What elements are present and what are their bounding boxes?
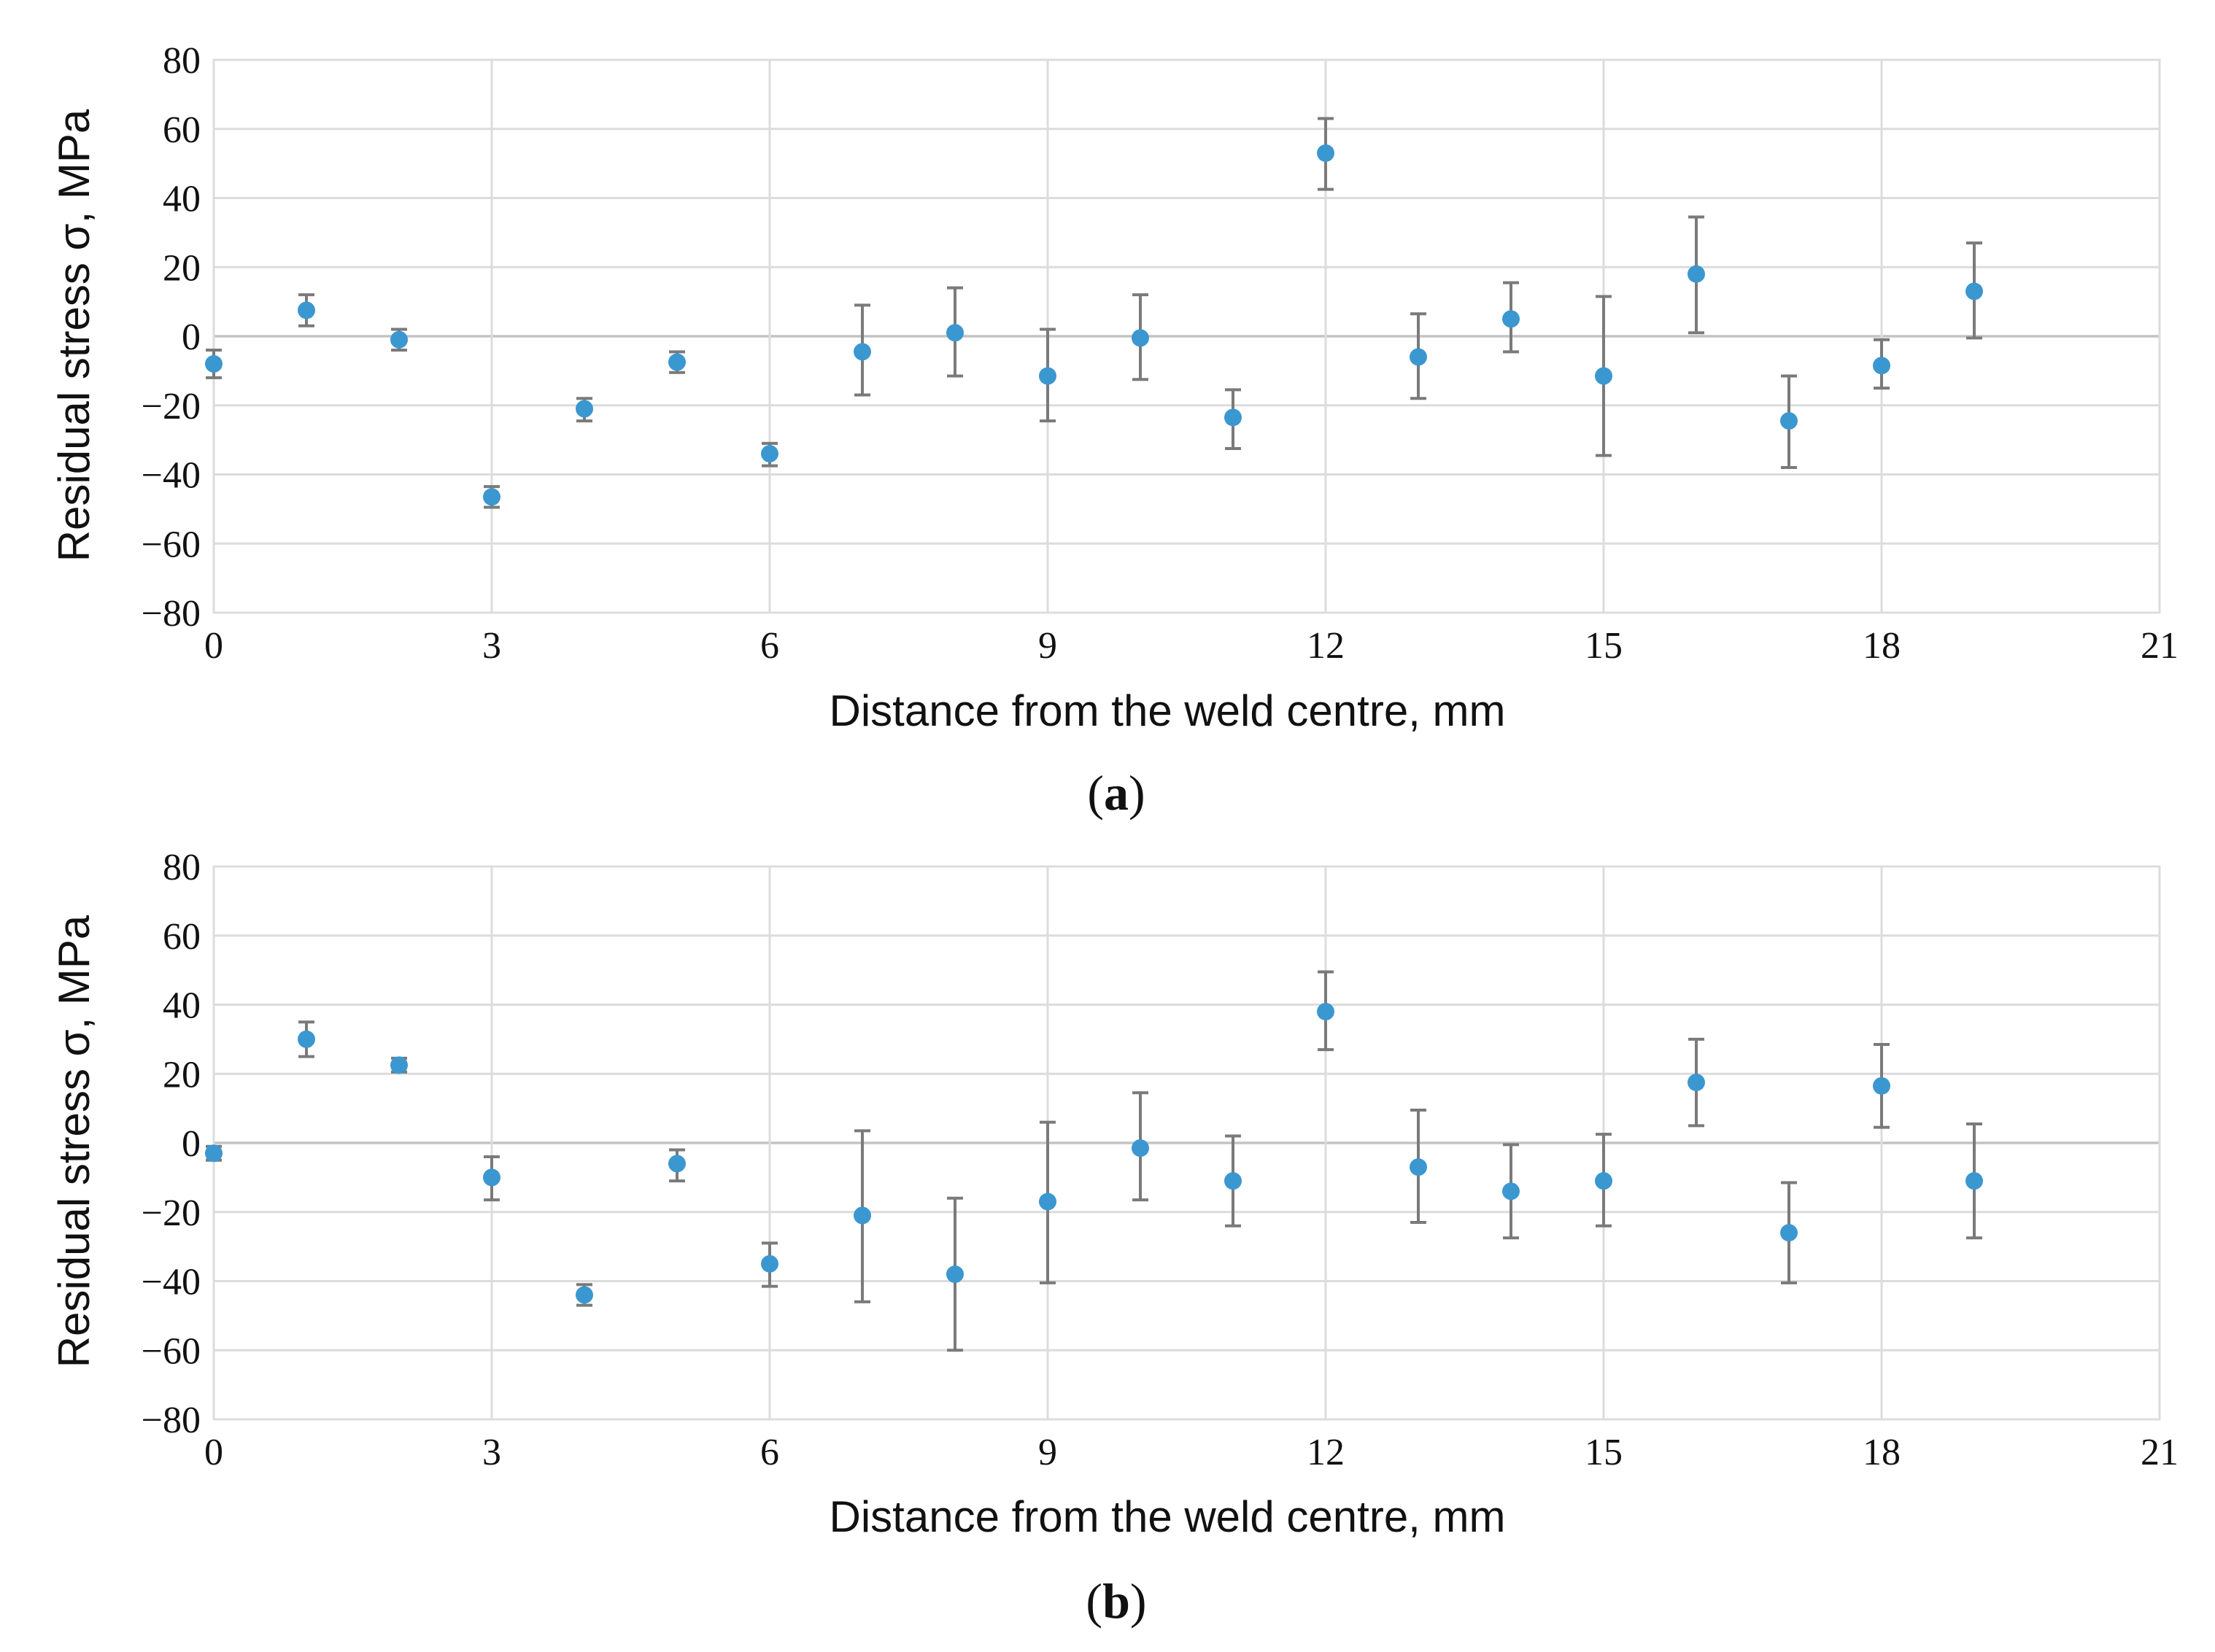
x-axis-title-b: Distance from the weld centre, mm	[830, 1492, 1506, 1541]
data-point-b	[1780, 1224, 1798, 1242]
data-point-a	[761, 445, 778, 463]
data-point-a	[1595, 367, 1612, 385]
data-point-b	[1688, 1074, 1705, 1092]
data-point-b	[761, 1254, 778, 1273]
x-tick-label-b: 21	[2141, 1432, 2179, 1473]
data-point-a	[298, 301, 315, 319]
y-tick-label-a: 0	[182, 317, 201, 358]
data-point-a	[946, 324, 964, 342]
grid-a	[212, 58, 2161, 614]
plot-frame-a	[212, 58, 2161, 614]
y-tick-label-b: −80	[142, 1400, 201, 1441]
y-tick-label-b: −20	[142, 1193, 201, 1234]
x-tick-label-b: 3	[482, 1432, 501, 1473]
panel-label-b: (b)	[1086, 1573, 1146, 1629]
data-point-b	[1595, 1172, 1612, 1190]
x-tick-label-a: 15	[1585, 625, 1623, 667]
x-tick-label-a: 21	[2141, 625, 2179, 667]
data-point-a	[483, 488, 500, 506]
chart-panel-b: 80 60 40 20 0 −20 −40 −60 −80 0 3 6 9 12 15 18 21 Dista…	[50, 847, 2179, 1629]
data-point-b	[205, 1144, 223, 1163]
y-tick-label-a: −60	[142, 524, 201, 565]
y-tick-label-b: 60	[163, 916, 201, 958]
data-point-b	[1502, 1182, 1520, 1201]
y-tick-label-a: 40	[163, 179, 201, 220]
panel-letter-a: a	[1104, 765, 1129, 821]
data-points-a	[205, 117, 1983, 509]
plot-frame-b	[212, 865, 2161, 1421]
panel-letter-b: b	[1102, 1573, 1130, 1629]
x-tick-labels-a: 0 3 6 9 12 15 18 21	[204, 625, 2179, 667]
data-point-a	[1780, 412, 1798, 430]
data-point-b	[1317, 1002, 1334, 1020]
data-point-a	[854, 343, 871, 361]
data-point-b	[1224, 1172, 1242, 1190]
y-tick-label-b: −40	[142, 1262, 201, 1303]
data-point-a	[1873, 357, 1890, 375]
y-tick-labels-a: 80 60 40 20 0 −20 −40 −60 −80	[142, 40, 201, 635]
data-point-b	[1410, 1158, 1427, 1176]
data-point-b	[390, 1056, 408, 1074]
x-tick-label-a: 12	[1307, 625, 1345, 667]
x-tick-label-a: 6	[760, 625, 779, 667]
data-point-a	[1224, 408, 1242, 427]
y-tick-label-a: 80	[163, 40, 201, 82]
data-point-b	[854, 1206, 871, 1225]
data-point-b	[576, 1286, 593, 1304]
y-tick-label-b: −60	[142, 1330, 201, 1372]
data-point-a	[668, 353, 686, 371]
data-point-a	[576, 400, 593, 418]
panel-label-a: (a)	[1087, 765, 1145, 821]
data-point-b	[668, 1155, 686, 1173]
data-point-b	[946, 1265, 964, 1284]
data-point-b	[1965, 1172, 1983, 1190]
data-point-a	[205, 354, 223, 373]
data-point-a	[1688, 265, 1705, 283]
y-axis-title-a: Residual stress σ, MPa	[50, 109, 98, 562]
data-points-b	[205, 970, 1983, 1352]
y-tick-label-b: 20	[163, 1054, 201, 1095]
data-point-a	[1502, 310, 1520, 328]
y-tick-label-a: 60	[163, 109, 201, 151]
x-tick-label-a: 3	[482, 625, 501, 667]
chart-panel-a: 80 60 40 20 0 −20 −40 −60 −80 0 3 6 9 12 15 18 21 Dista…	[50, 40, 2179, 821]
x-tick-label-b: 12	[1307, 1432, 1345, 1473]
x-tick-label-b: 6	[760, 1432, 779, 1473]
data-point-b	[483, 1168, 500, 1187]
x-tick-label-a: 0	[204, 625, 223, 667]
x-tick-labels-b: 0 3 6 9 12 15 18 21	[204, 1432, 2179, 1473]
y-tick-label-a: −40	[142, 455, 201, 497]
data-point-a	[1965, 282, 1983, 300]
x-axis-title-a: Distance from the weld centre, mm	[830, 686, 1506, 735]
x-tick-label-a: 18	[1863, 625, 1901, 667]
data-point-a	[1132, 329, 1149, 347]
x-tick-label-b: 15	[1585, 1432, 1623, 1473]
data-point-a	[1317, 144, 1334, 162]
y-tick-label-b: 80	[163, 847, 201, 888]
data-point-a	[1039, 367, 1056, 385]
y-tick-label-a: 20	[163, 247, 201, 289]
x-tick-label-a: 9	[1038, 625, 1057, 667]
grid-b	[212, 865, 2161, 1421]
x-tick-label-b: 9	[1038, 1432, 1057, 1473]
data-point-a	[1410, 348, 1427, 366]
y-tick-label-a: −20	[142, 386, 201, 427]
y-tick-label-a: −80	[142, 593, 201, 635]
y-tick-labels-b: 80 60 40 20 0 −20 −40 −60 −80	[142, 847, 201, 1441]
data-point-b	[1873, 1077, 1890, 1095]
x-tick-label-b: 18	[1863, 1432, 1901, 1473]
x-tick-label-b: 0	[204, 1432, 223, 1473]
data-point-b	[298, 1030, 315, 1048]
data-point-b	[1132, 1139, 1149, 1157]
data-point-b	[1039, 1193, 1056, 1211]
y-tick-label-b: 40	[163, 985, 201, 1027]
data-point-a	[390, 330, 408, 349]
y-axis-title-b: Residual stress σ, MPa	[50, 915, 98, 1368]
y-tick-label-b: 0	[182, 1123, 201, 1165]
